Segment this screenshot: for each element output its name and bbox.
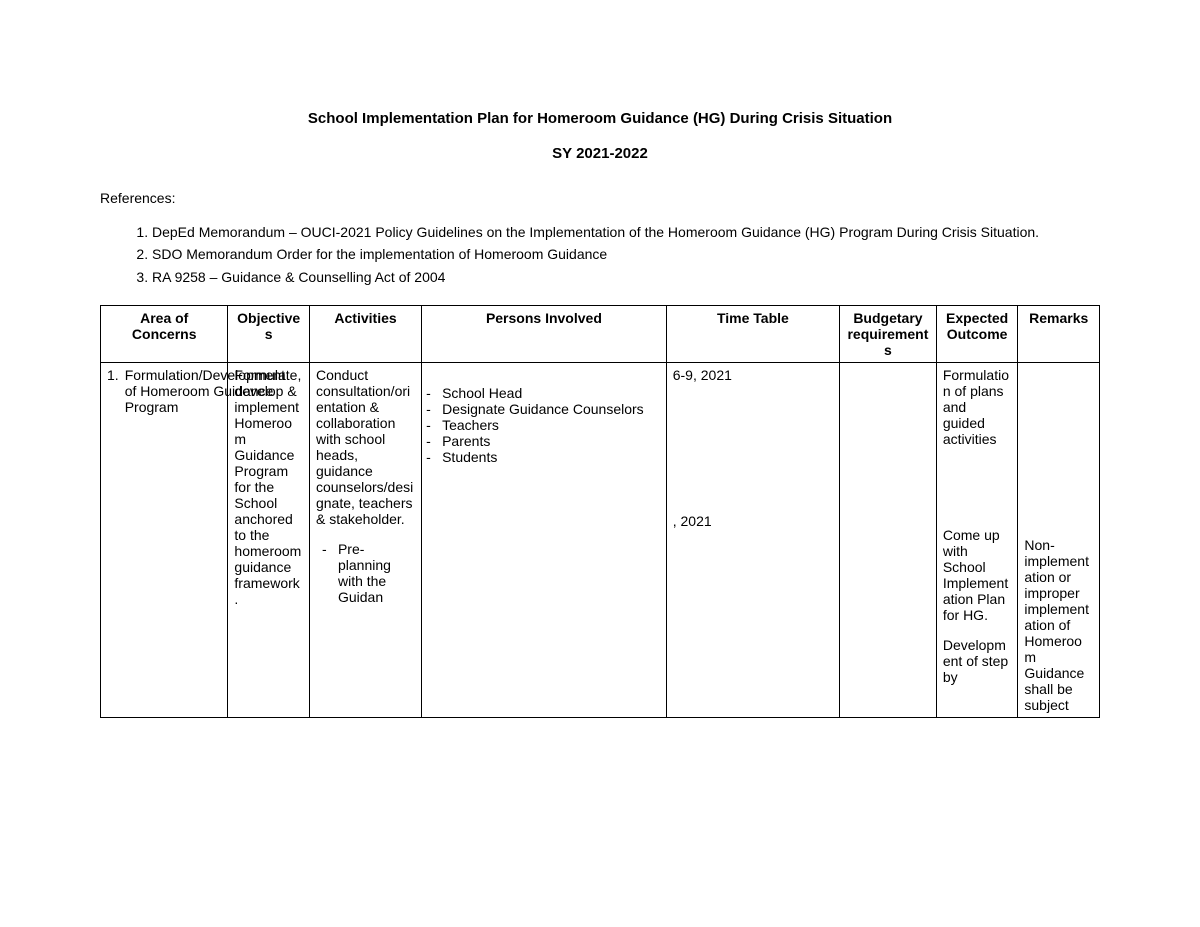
activities-sub-item: Pre-planning with the Guidan — [338, 541, 415, 605]
person-item: Designate Guidance Counselors — [442, 401, 660, 417]
reference-item: SDO Memorandum Order for the implementat… — [152, 244, 1100, 264]
col-header-objectives: Objectives — [228, 305, 310, 362]
persons-list: School Head Designate Guidance Counselor… — [428, 385, 660, 465]
cell-remarks: Non-implementation or improper implement… — [1018, 362, 1100, 717]
cell-budget — [840, 362, 937, 717]
person-item: School Head — [442, 385, 660, 401]
person-item: Parents — [442, 433, 660, 449]
row-number: 1. — [107, 367, 119, 383]
implementation-plan-table: Area of Concerns Objectives Activities P… — [100, 305, 1100, 718]
page-subtitle: SY 2021-2022 — [100, 145, 1100, 162]
col-header-time: Time Table — [666, 305, 839, 362]
reference-item: RA 9258 – Guidance & Counselling Act of … — [152, 267, 1100, 287]
cell-outcome: Formulation of plans and guided activiti… — [936, 362, 1018, 717]
remarks-text: Non-implementation or improper implement… — [1024, 537, 1093, 713]
person-item: Students — [442, 449, 660, 465]
col-header-remarks: Remarks — [1018, 305, 1100, 362]
outcome-2: Come up with School Implementation Plan … — [943, 527, 1012, 623]
time-line-2: , 2021 — [673, 513, 833, 529]
cell-persons: School Head Designate Guidance Counselor… — [422, 362, 667, 717]
outcome-3: Development of step by — [943, 637, 1012, 685]
person-item: Teachers — [442, 417, 660, 433]
col-header-outcome: Expected Outcome — [936, 305, 1018, 362]
document-page: School Implementation Plan for Homeroom … — [0, 0, 1200, 718]
table-row: 1. Formulation/Development of Homeroom G… — [101, 362, 1100, 717]
time-line-1: 6-9, 2021 — [673, 367, 833, 383]
references-label: References: — [100, 190, 1100, 206]
reference-item: DepEd Memorandum – OUCI-2021 Policy Guid… — [152, 222, 1100, 242]
references-list: DepEd Memorandum – OUCI-2021 Policy Guid… — [152, 222, 1100, 287]
cell-time: 6-9, 2021 , 2021 — [666, 362, 839, 717]
cell-objectives: Formulate, develop & implement Homeroom … — [228, 362, 310, 717]
col-header-area: Area of Concerns — [101, 305, 228, 362]
col-header-budget: Budgetary requirements — [840, 305, 937, 362]
page-title: School Implementation Plan for Homeroom … — [100, 110, 1100, 127]
outcome-1: Formulation of plans and guided activiti… — [943, 367, 1012, 447]
activities-sub-list: Pre-planning with the Guidan — [316, 541, 415, 605]
cell-area: 1. Formulation/Development of Homeroom G… — [101, 362, 228, 717]
cell-activities: Conduct consultation/orientation & colla… — [309, 362, 421, 717]
col-header-persons: Persons Involved — [422, 305, 667, 362]
activities-main: Conduct consultation/orientation & colla… — [316, 367, 415, 527]
table-header-row: Area of Concerns Objectives Activities P… — [101, 305, 1100, 362]
col-header-activities: Activities — [309, 305, 421, 362]
